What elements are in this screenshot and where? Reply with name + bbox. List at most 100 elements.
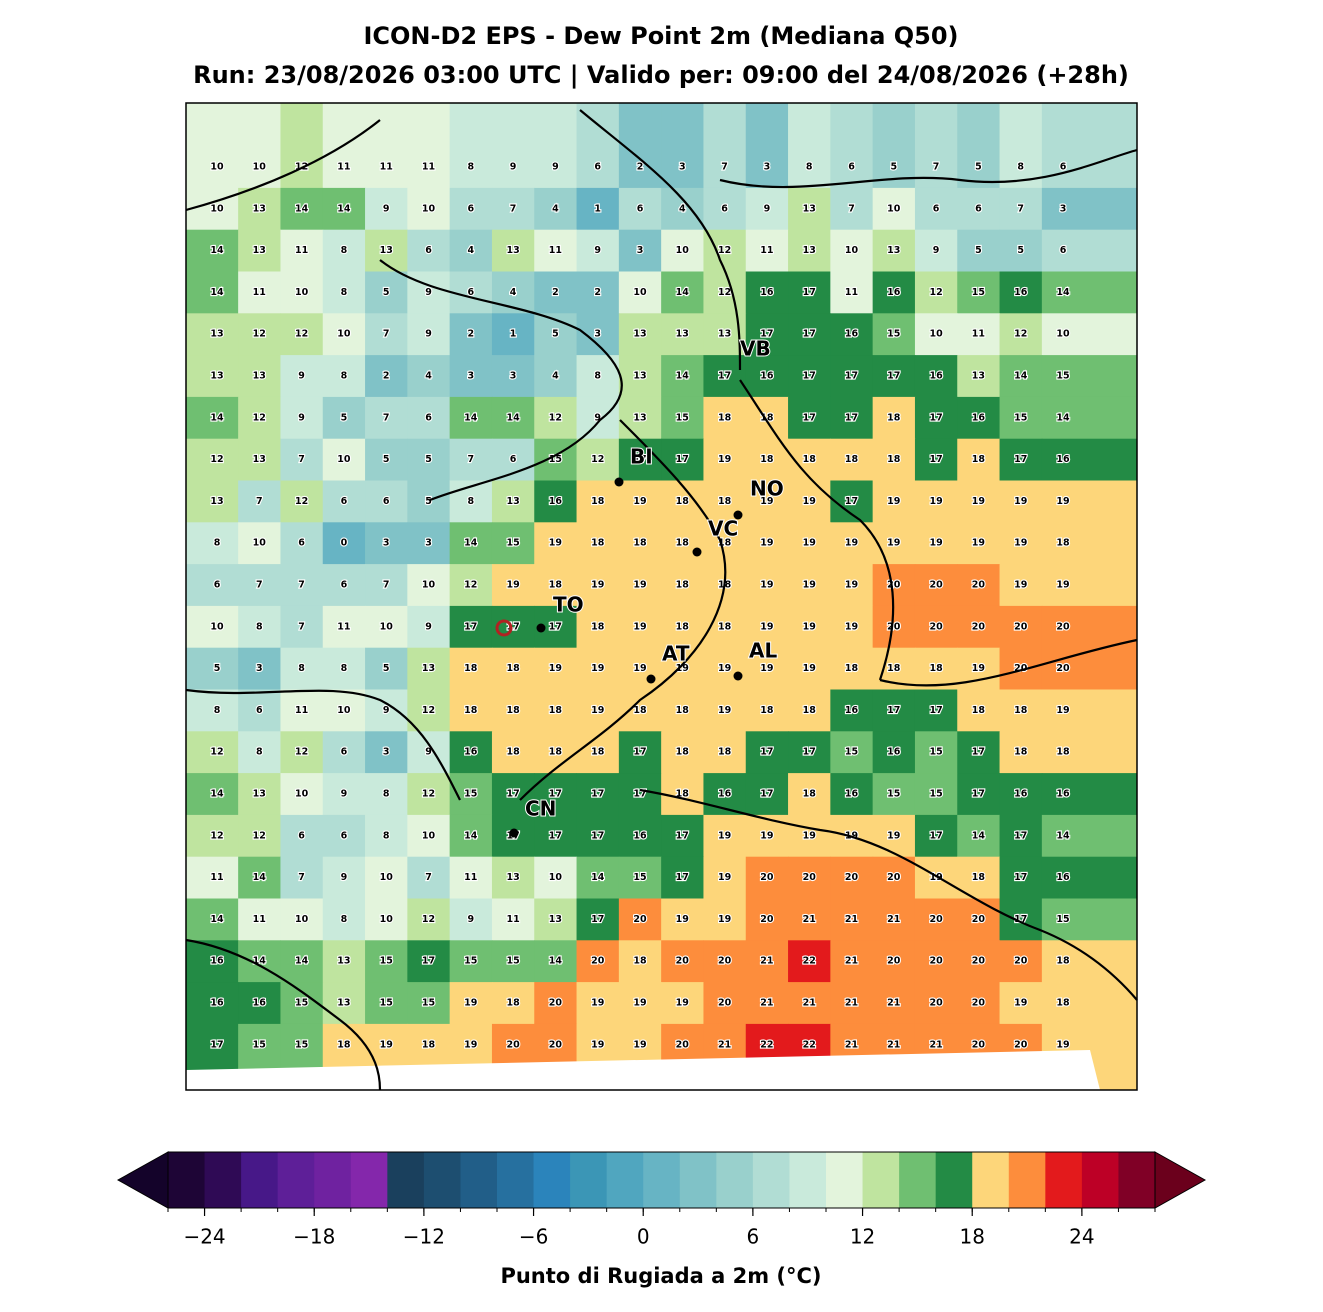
map-cell [957, 103, 1001, 189]
map-cell [491, 103, 535, 189]
colorbar-tick-label: 6 [747, 1225, 760, 1249]
grid-value: 19 [591, 580, 604, 591]
map-cell [280, 438, 324, 481]
map-cell [534, 731, 578, 774]
grid-value: 17 [760, 329, 773, 340]
map-cell [576, 103, 620, 189]
map-cell [491, 689, 535, 732]
grid-value: 21 [887, 1039, 900, 1050]
map-cell [788, 522, 831, 565]
grid-value: 12 [591, 454, 604, 465]
map-cell [365, 522, 408, 565]
grid-value: 19 [760, 621, 773, 632]
grid-value: 15 [380, 998, 393, 1009]
grid-value: 3 [383, 538, 390, 549]
grid-value: 14 [295, 203, 309, 214]
map-cell [238, 480, 281, 523]
map-cell [322, 689, 366, 732]
map-cell [491, 522, 535, 565]
map-cell [788, 982, 831, 1025]
map-cell [186, 605, 239, 649]
map-cell [322, 898, 366, 941]
map-cell [914, 103, 958, 189]
grid-value: 12 [422, 705, 435, 716]
map-cell [280, 605, 324, 649]
map-cell [449, 647, 493, 690]
map-cell [745, 898, 789, 941]
map-cell [703, 647, 747, 690]
grid-value: 13 [676, 329, 689, 340]
map-cell [745, 856, 789, 899]
grid-value: 16 [887, 287, 901, 298]
grid-value: 13 [380, 245, 393, 256]
grid-value: 16 [549, 496, 563, 507]
grid-value: 1 [594, 203, 601, 214]
map-cell [1041, 773, 1138, 816]
map-cell [745, 438, 789, 481]
grid-value: 12 [253, 412, 266, 423]
map-cell [1041, 814, 1138, 858]
grid-value: 8 [214, 538, 221, 549]
grid-value: 13 [337, 956, 350, 967]
grid-value: 10 [929, 329, 943, 340]
grid-value: 19 [718, 914, 731, 925]
grid-value: 19 [803, 580, 816, 591]
grid-value: 20 [972, 621, 986, 632]
grid-value: 8 [341, 371, 348, 382]
grid-value: 18 [506, 663, 520, 674]
map-cell [661, 773, 704, 816]
grid-value: 19 [972, 496, 985, 507]
map-cell [407, 480, 451, 523]
map-cell [322, 982, 366, 1025]
grid-value: 3 [256, 663, 263, 674]
grid-value: 19 [633, 621, 646, 632]
map-cell [957, 731, 1001, 774]
map-cell [407, 647, 451, 690]
grid-value: 16 [633, 830, 647, 841]
grid-value: 6 [1060, 162, 1067, 173]
grid-value: 18 [591, 538, 605, 549]
map-cell [534, 396, 578, 440]
grid-value: 17 [803, 747, 816, 758]
grid-value: 20 [1014, 1039, 1028, 1050]
colorbar-box [899, 1152, 937, 1208]
map-cell [830, 940, 874, 983]
map-cell [491, 313, 535, 356]
border-line [739, 379, 895, 681]
map-cell [1041, 647, 1138, 690]
map-cell [1041, 982, 1138, 1025]
grid-value: 10 [210, 203, 224, 214]
map-cell [449, 187, 493, 231]
map-cell [999, 271, 1043, 314]
grid-value: 13 [337, 998, 350, 1009]
map-cell [534, 103, 578, 189]
map-cell [745, 522, 789, 565]
grid-value: 9 [425, 747, 432, 758]
map-cell [661, 940, 704, 983]
map-cell [872, 522, 916, 565]
grid-value: 20 [972, 956, 986, 967]
grid-value: 15 [633, 872, 646, 883]
grid-value: 5 [383, 454, 390, 465]
grid-value: 21 [803, 914, 816, 925]
grid-value: 16 [253, 998, 267, 1009]
grid-value: 18 [845, 663, 859, 674]
map-cell [618, 773, 662, 816]
map-cell [830, 480, 874, 523]
map-cell [788, 773, 831, 816]
map-cell [449, 438, 493, 481]
grid-value: 19 [718, 663, 731, 674]
grid-value: 19 [718, 830, 731, 841]
grid-value: 20 [929, 914, 943, 925]
grid-value: 18 [972, 705, 986, 716]
map-cell [186, 940, 239, 983]
grid-value: 11 [549, 245, 562, 256]
map-cell [576, 898, 620, 941]
map-cell [280, 271, 324, 314]
grid-value: 20 [591, 956, 605, 967]
grid-value: 13 [210, 496, 223, 507]
map-cell [280, 773, 324, 816]
map-cell [238, 773, 281, 816]
grid-value: 17 [1014, 872, 1027, 883]
grid-value: 17 [633, 454, 646, 465]
